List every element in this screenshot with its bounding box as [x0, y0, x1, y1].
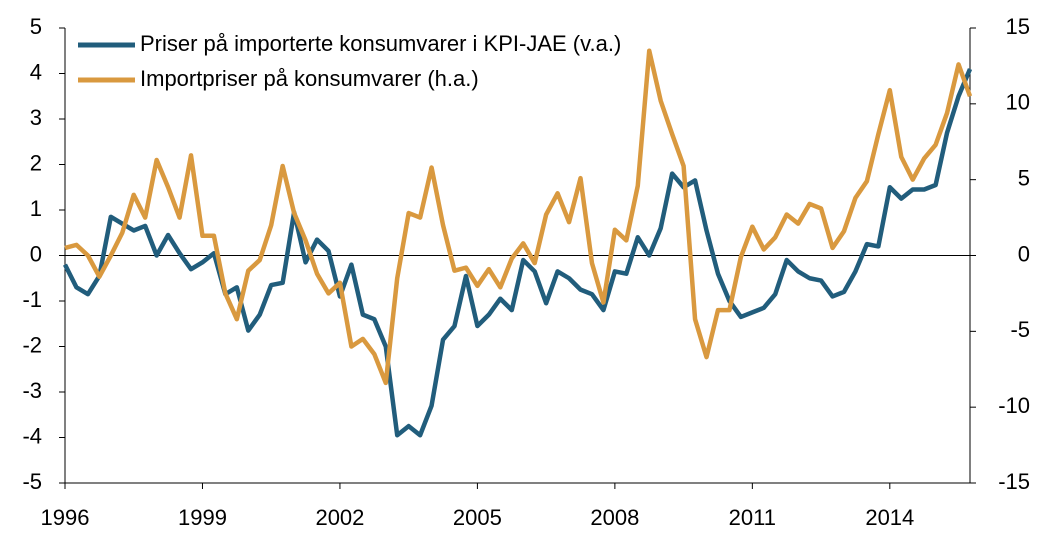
y-tick-label: -1 [22, 287, 42, 312]
x-tick-label: 2005 [453, 505, 502, 530]
y-tick-label: 4 [30, 59, 42, 84]
legend-label: Importpriser på konsumvarer (h.a.) [140, 66, 479, 91]
y2-tick-label: -10 [998, 393, 1030, 418]
y2-tick-label: 15 [1006, 14, 1030, 39]
y-tick-label: 0 [30, 241, 42, 266]
x-tick-label: 2008 [590, 505, 639, 530]
x-tick-label: 1996 [41, 505, 90, 530]
y-tick-label: 1 [30, 196, 42, 221]
x-tick-label: 2002 [315, 505, 364, 530]
y-tick-label: 2 [30, 150, 42, 175]
y-tick-label: -2 [22, 332, 42, 357]
y-tick-label: 3 [30, 105, 42, 130]
series-line [64, 48, 973, 386]
y2-tick-label: 5 [1018, 165, 1030, 190]
y-tick-label: -3 [22, 378, 42, 403]
y-tick-label: 5 [30, 14, 42, 39]
y2-tick-label: -5 [1010, 317, 1030, 342]
y-tick-label: -4 [22, 423, 42, 448]
x-tick-label: 2011 [729, 505, 776, 530]
y2-tick-label: 10 [1006, 90, 1030, 115]
legend-label: Priser på importerte konsumvarer i KPI-J… [140, 31, 621, 56]
y2-tick-label: -15 [998, 469, 1030, 494]
x-tick-label: 2014 [865, 505, 914, 530]
x-tick-label: 1999 [178, 505, 227, 530]
y-tick-label: -5 [22, 469, 42, 494]
series-line [62, 68, 973, 438]
y2-tick-label: 0 [1018, 241, 1030, 266]
